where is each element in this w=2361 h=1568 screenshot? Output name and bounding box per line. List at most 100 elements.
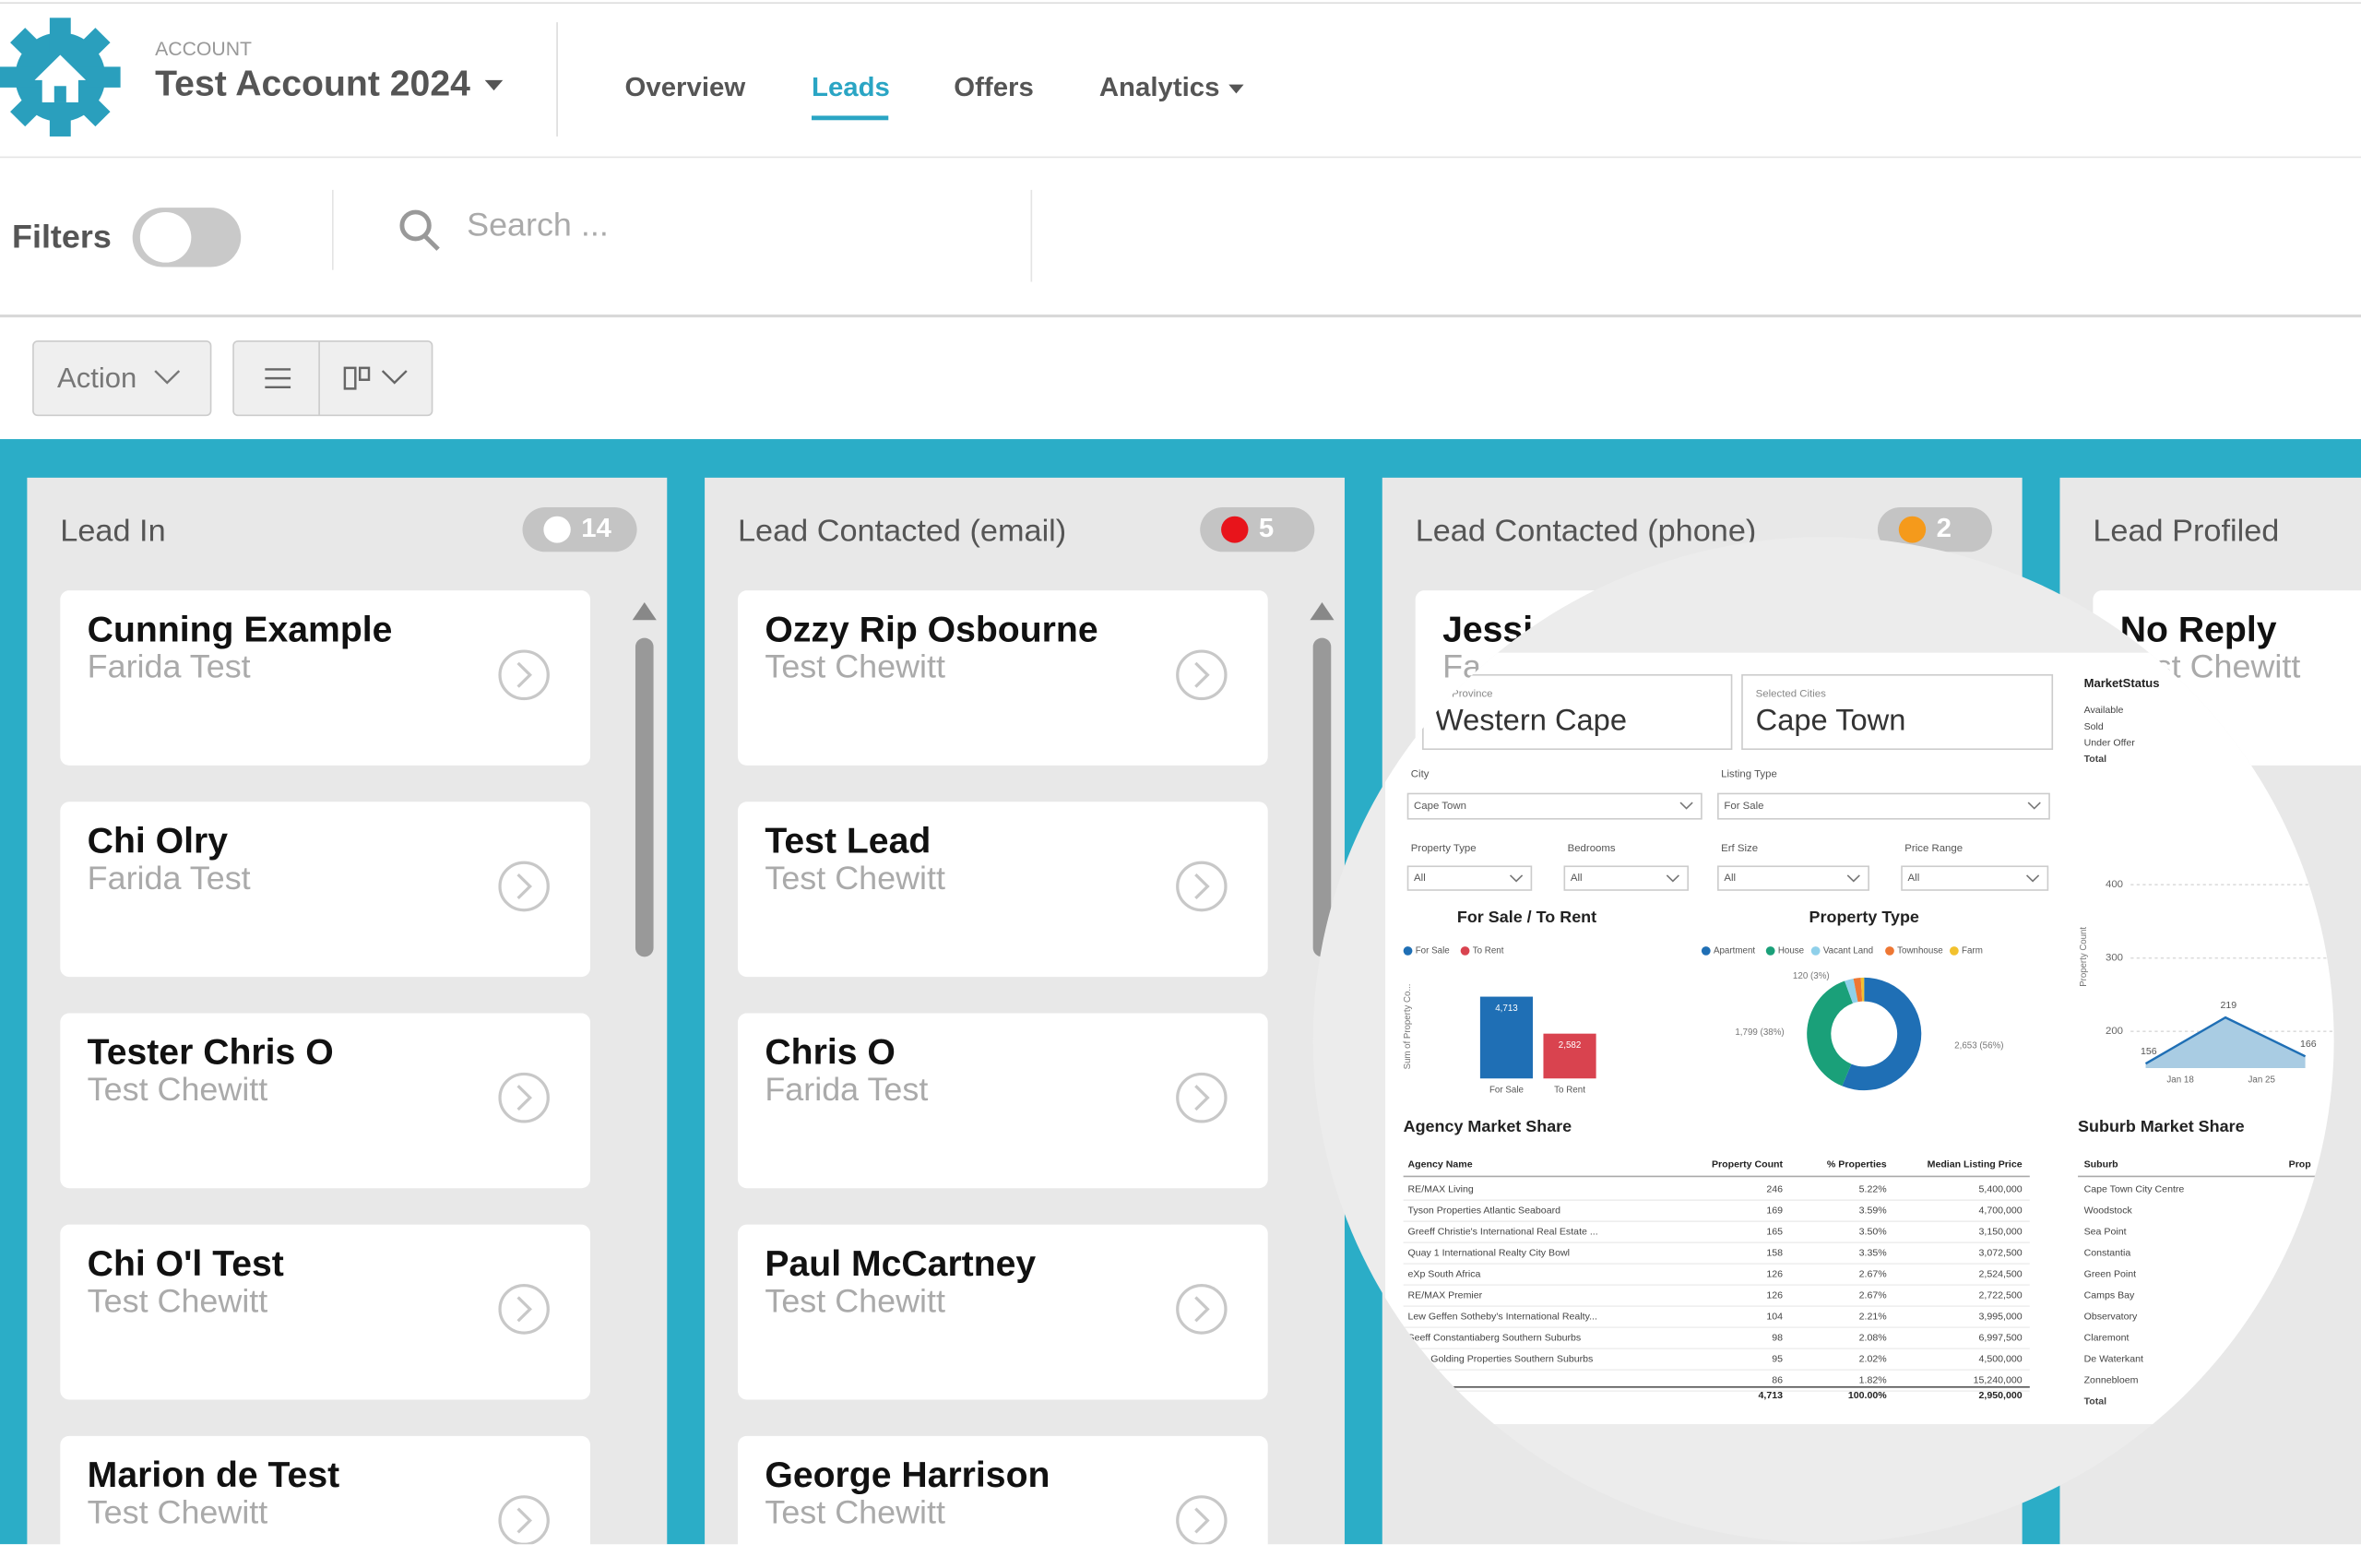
toggle-knob (139, 211, 192, 263)
lead-card[interactable] (60, 802, 590, 978)
filter-value: All (1724, 873, 1736, 884)
table-cell: Total (2084, 1396, 2107, 1408)
lead-card[interactable] (738, 802, 1268, 978)
open-lead[interactable] (1176, 649, 1228, 701)
table-cell: Woodstock (2084, 1206, 2133, 1217)
table-cell: Greeff Christie's International Real Est… (1408, 1227, 1598, 1238)
account-name[interactable]: Test Account 2024 (155, 65, 470, 104)
open-lead[interactable] (498, 649, 550, 701)
table-cell: Green Point (2084, 1269, 2137, 1280)
logo[interactable] (0, 18, 121, 137)
count: 5 (1259, 514, 1274, 543)
x-label: To Rent (1554, 1086, 1585, 1096)
lead-name: Marion de Test (88, 1455, 340, 1495)
scrollbar-thumb[interactable] (1312, 637, 1332, 957)
table-cell: 2,722,500 (1979, 1290, 2023, 1301)
filter-dropdown[interactable] (1901, 865, 2049, 891)
table-cell: 126 (1766, 1269, 1783, 1280)
data-label: 120 (3%) (1793, 971, 1830, 981)
donut-slice (1853, 977, 1863, 1003)
filter-dropdown[interactable] (1563, 865, 1690, 891)
view-switch[interactable] (232, 340, 433, 417)
lead-name: Tester Chris O (88, 1033, 334, 1073)
filter-label: Listing Type (1721, 769, 1777, 780)
scroll-up[interactable] (1310, 601, 1335, 621)
scroll-up[interactable] (632, 601, 657, 621)
lead-card[interactable] (60, 1013, 590, 1189)
open-lead[interactable] (1176, 1284, 1228, 1335)
filter-dropdown[interactable] (1406, 792, 1703, 820)
lead-card[interactable] (60, 590, 590, 766)
lead-name: Chris O (765, 1033, 895, 1073)
lead-owner: Test Chewitt (765, 1283, 945, 1320)
lead-card[interactable] (60, 1435, 590, 1568)
filter-label: Erf Size (1721, 843, 1758, 854)
lead-card[interactable] (60, 1224, 590, 1400)
chevron (1194, 1296, 1210, 1323)
table-cell: Claremont (2084, 1333, 2130, 1344)
lead-card[interactable] (738, 1013, 1268, 1189)
open-lead[interactable] (1176, 1072, 1228, 1123)
data-label: 1,799 (38%) (1735, 1028, 1784, 1038)
table-cell: Sea Point (2084, 1227, 2127, 1238)
search-input[interactable]: Search ... (467, 207, 609, 244)
x-label: Jan 25 (2248, 1075, 2275, 1085)
nav-tab[interactable]: Leads (812, 73, 890, 102)
nav-tab[interactable]: Overview (625, 73, 746, 102)
slicer-value: Cape Town (1756, 704, 1906, 737)
status-dot (1221, 516, 1249, 543)
chart-title: Property Type (1809, 908, 1919, 926)
slicer-label: Selected Cities (1756, 689, 1826, 700)
column-header: Prop (2289, 1158, 2311, 1170)
y-tick-label: 300 (2106, 953, 2123, 964)
lead-owner: Test Chewitt (88, 1494, 268, 1531)
filter-dropdown[interactable] (1717, 865, 1869, 891)
chevron (1846, 874, 1860, 883)
slicer-value: Western Cape (1435, 704, 1627, 737)
legend-label: Vacant Land (1823, 946, 1873, 956)
table-cell: 2.67% (1859, 1290, 1887, 1301)
open-lead[interactable] (498, 1284, 550, 1335)
chevron (1194, 873, 1210, 899)
lead-owner: Test Chewitt (765, 860, 945, 897)
table-cell: 6,997,500 (1979, 1333, 2023, 1344)
table-cell: 1.82% (1859, 1375, 1887, 1386)
filter-value: Cape Town (1414, 801, 1466, 812)
legend-dot (1701, 946, 1711, 956)
table-cell: 2.08% (1859, 1333, 1887, 1344)
open-lead[interactable] (498, 1072, 550, 1123)
status-row: Under Offer (2084, 738, 2136, 749)
nav-tab[interactable]: Analytics (1099, 73, 1220, 102)
scrollbar-thumb[interactable] (635, 637, 654, 957)
chevron (1194, 661, 1210, 688)
data-label: 2,582 (1559, 1040, 1582, 1051)
chevron (1679, 802, 1693, 810)
axis-label: Sum of Property Co... (1403, 984, 1413, 1070)
filter-dropdown[interactable] (1406, 865, 1533, 891)
chevron (516, 1296, 533, 1323)
chart-title: For Sale / To Rent (1457, 908, 1596, 926)
bar (1479, 996, 1534, 1079)
legend-label: Townhouse (1897, 946, 1943, 956)
lead-name: Chi O'l Test (88, 1244, 284, 1284)
open-lead[interactable] (1176, 861, 1228, 912)
lead-card[interactable] (738, 1435, 1268, 1568)
area (2145, 1017, 2306, 1068)
slicer (1422, 673, 1733, 751)
table-cell: eXp South Africa (1408, 1269, 1481, 1280)
account-label: ACCOUNT (155, 39, 252, 60)
lead-card[interactable] (738, 1224, 1268, 1400)
board-view-icon[interactable] (343, 366, 408, 390)
table-cell: 3.50% (1859, 1227, 1887, 1238)
action-button[interactable] (32, 340, 212, 417)
status-row: Total (2084, 754, 2107, 765)
nav-tab[interactable]: Offers (954, 73, 1034, 102)
open-lead[interactable] (498, 861, 550, 912)
table-cell: 95 (1772, 1354, 1783, 1365)
search-icon (399, 209, 432, 242)
account-caret[interactable] (484, 79, 504, 91)
list-view-icon[interactable] (265, 368, 291, 388)
filter-dropdown[interactable] (1717, 792, 2050, 820)
filter-label: Property Type (1411, 843, 1477, 854)
lead-card[interactable] (738, 590, 1268, 766)
